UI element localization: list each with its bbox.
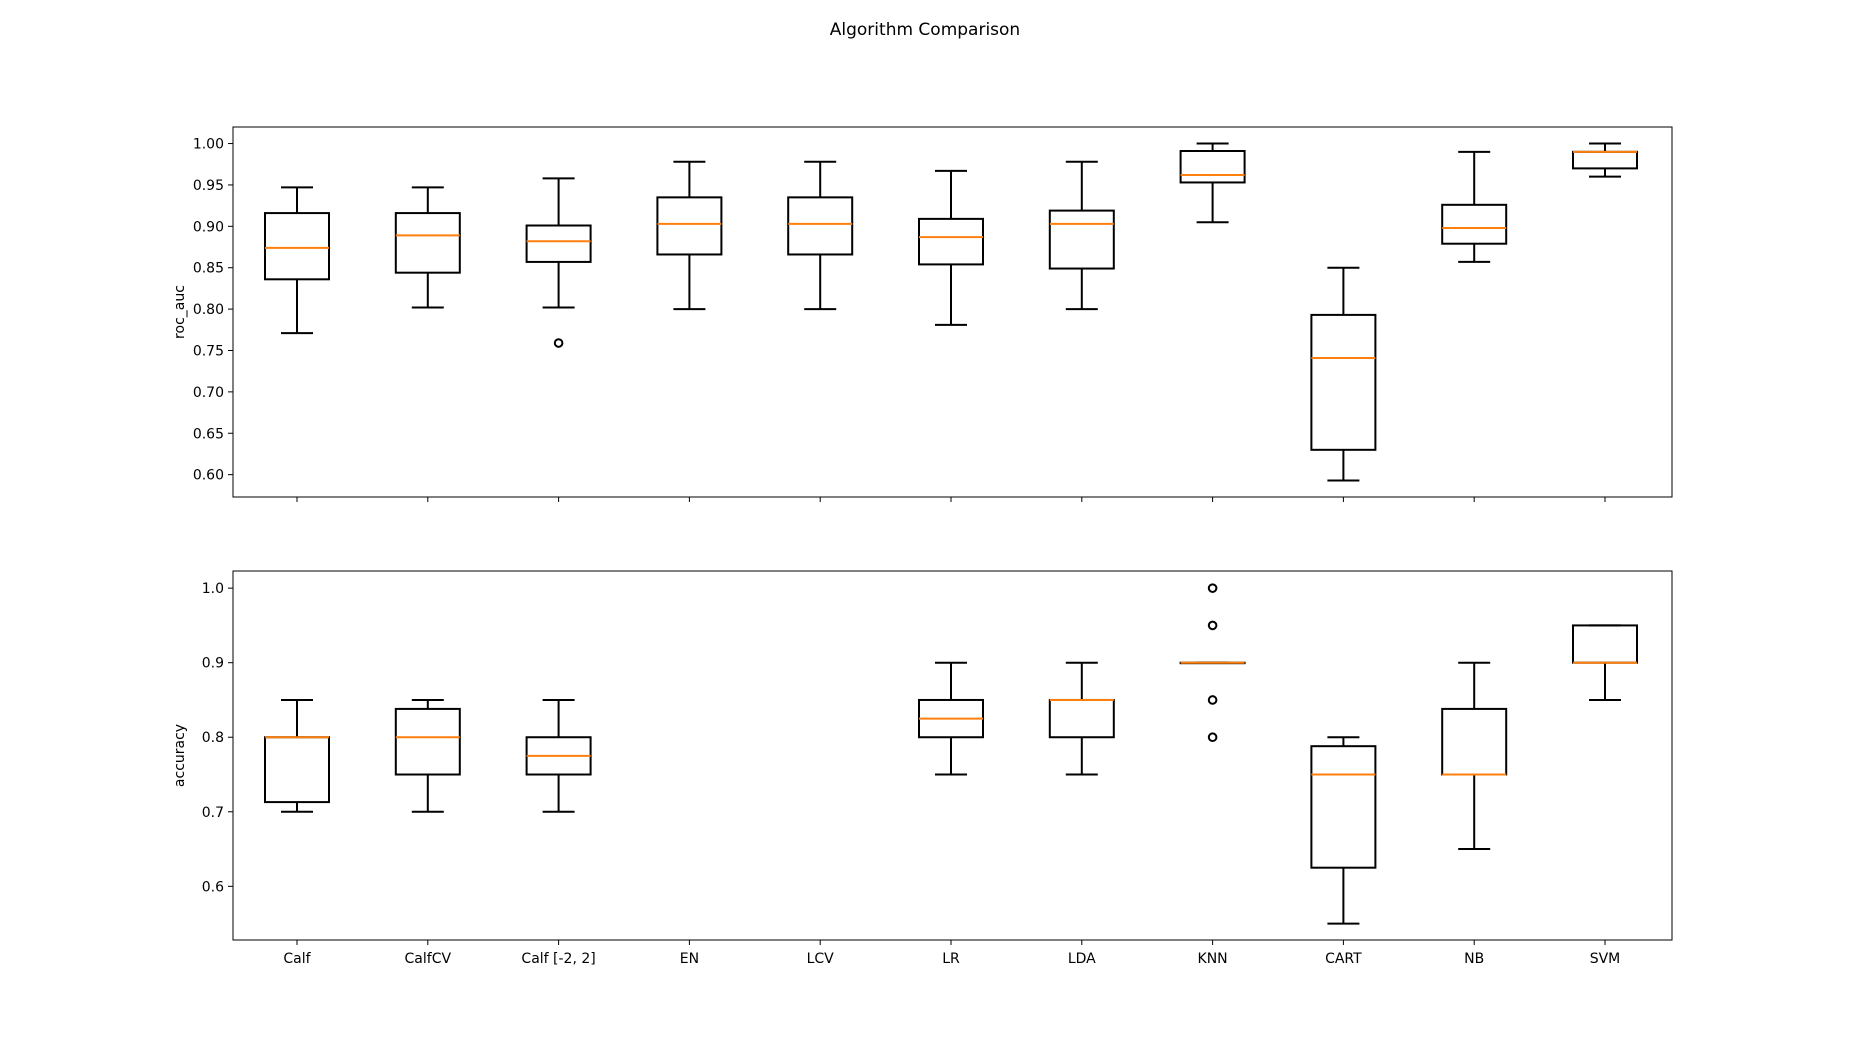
accuracy-box-knn — [1179, 583, 1246, 743]
xtick-label-lda: LDA — [1068, 951, 1096, 967]
roc-auc-ytick-label: 0.90 — [193, 219, 224, 235]
box-iqr — [1048, 209, 1115, 270]
outlier-point — [1207, 583, 1218, 593]
box-iqr — [1310, 745, 1377, 869]
accuracy-box-calfcv — [394, 698, 461, 813]
roc-auc-ytick-label: 0.75 — [193, 343, 224, 359]
roc-auc-ytick-label: 0.70 — [193, 385, 224, 401]
roc-auc-ytick-label: 0.60 — [193, 468, 224, 484]
accuracy-box-calf-2-2 — [525, 698, 592, 813]
roc-auc-ytick-label: 0.95 — [193, 178, 224, 194]
accuracy-box-cart — [1310, 736, 1377, 925]
outlier-point — [553, 338, 564, 348]
roc-auc-ytick-label: 0.85 — [193, 261, 224, 277]
xtick-label-lcv: LCV — [807, 951, 835, 967]
roc-auc-axis-label: roc_auc — [172, 285, 188, 339]
accuracy-ytick-label: 0.6 — [202, 879, 224, 895]
xtick-label-en: EN — [680, 951, 699, 967]
box-iqr — [1179, 150, 1246, 184]
outlier-point — [1207, 620, 1218, 631]
accuracy-box-lr — [918, 661, 984, 776]
roc-auc-ytick-label: 0.80 — [193, 302, 224, 318]
box-iqr — [787, 196, 854, 256]
box-iqr — [918, 217, 984, 266]
roc-auc-box-calf-2-2 — [525, 177, 592, 348]
box-iqr — [394, 212, 461, 274]
roc-auc-ytick-label: 1.00 — [193, 137, 224, 153]
xtick-label-cart: CART — [1325, 951, 1362, 967]
roc-auc-box-lcv — [787, 160, 854, 311]
roc-auc-box-cart — [1310, 266, 1377, 482]
roc-auc-box-calf — [264, 186, 330, 335]
accuracy-ytick-label: 0.7 — [202, 805, 224, 821]
xtick-label-svm: SVM — [1590, 951, 1621, 967]
outlier-point — [1207, 732, 1218, 743]
box-iqr — [525, 224, 592, 263]
xtick-label-calf-2-2: Calf [-2, 2] — [521, 951, 595, 967]
outlier-point — [1207, 695, 1218, 705]
accuracy-ytick-label: 0.8 — [202, 730, 224, 746]
xtick-label-nb: NB — [1464, 951, 1484, 967]
figure-title: Algorithm Comparison — [830, 20, 1020, 40]
box-iqr — [264, 212, 330, 281]
xtick-label-calfcv: CalfCV — [405, 951, 452, 967]
accuracy-axis-label: accuracy — [172, 724, 188, 787]
accuracy-box-nb — [1441, 661, 1508, 851]
xtick-label-lr: LR — [942, 951, 960, 967]
box-iqr — [656, 196, 723, 256]
roc-auc-box-lr — [918, 169, 984, 326]
roc-auc-box-en — [656, 160, 723, 311]
roc-auc-box-nb — [1441, 150, 1508, 263]
roc-auc-axes-frame — [232, 126, 1673, 498]
accuracy-box-lda — [1048, 661, 1115, 776]
accuracy-ytick-label: 1.0 — [202, 581, 224, 597]
box-iqr — [1441, 203, 1508, 245]
roc-auc-box-svm — [1572, 142, 1638, 178]
roc-auc-box-lda — [1048, 160, 1115, 311]
accuracy-axes-frame — [232, 570, 1673, 941]
roc-auc-box-knn — [1179, 142, 1246, 224]
roc-auc-ytick-label: 0.65 — [193, 426, 224, 442]
xtick-label-calf: Calf — [283, 951, 311, 967]
roc-auc-subplot: 0.60 0.65 0.70 0.75 0.80 0.85 0.90 0.95 1.00 roc_… — [172, 126, 1673, 502]
accuracy-ytick-label: 0.9 — [202, 656, 224, 672]
accuracy-subplot: 0.6 0.7 0.8 0.9 1.0 accuracy Calf CalfCV Calf [-… — [172, 570, 1673, 967]
box-iqr — [394, 707, 461, 776]
accuracy-box-calf — [264, 698, 330, 813]
xtick-label-knn: KNN — [1198, 951, 1228, 967]
box-iqr — [1310, 313, 1377, 451]
roc-auc-box-calfcv — [394, 186, 461, 309]
accuracy-box-svm — [1572, 624, 1638, 701]
